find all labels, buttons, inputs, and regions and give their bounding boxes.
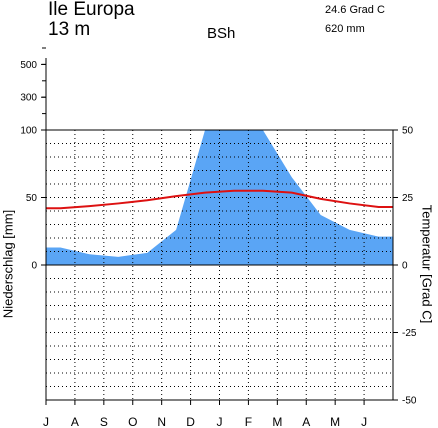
left-tick-label: 100 [20,126,37,137]
right-tick-label: 0 [402,261,408,272]
month-label: J [217,415,223,428]
precipitation-area [46,130,393,265]
month-label: F [245,415,252,428]
climate-class: BSh [207,25,236,42]
right-tick-label: 25 [402,193,414,204]
left-tick-label: 0 [31,261,37,272]
month-label: A [71,415,79,428]
month-label: M [272,415,282,428]
month-label: J [361,415,367,428]
month-label: N [157,415,166,428]
month-label: S [100,415,108,428]
month-label: M [330,415,340,428]
station-elevation: 13 m [48,19,91,40]
annual-precipitation: 620 mm [325,23,365,35]
temperature-line [46,189,393,210]
month-label: A [302,415,310,428]
right-tick-label: -25 [402,328,417,339]
y-axis-label-left: Niederschlag [mm] [0,209,16,319]
month-label: O [128,415,137,428]
left-tick-label: 50 [26,193,38,204]
station-name: Ile Europa [48,0,135,20]
y-axis-label-right: Temperatur [Grad C] [419,204,435,324]
mean-temperature: 24.6 Grad C [325,4,385,16]
month-label: J [43,415,49,428]
right-tick-label: 50 [402,126,414,137]
left-tick-label: 500 [20,60,37,71]
right-tick-label: -50 [402,396,417,407]
left-tick-label: 300 [20,93,37,104]
month-label: D [186,415,195,428]
